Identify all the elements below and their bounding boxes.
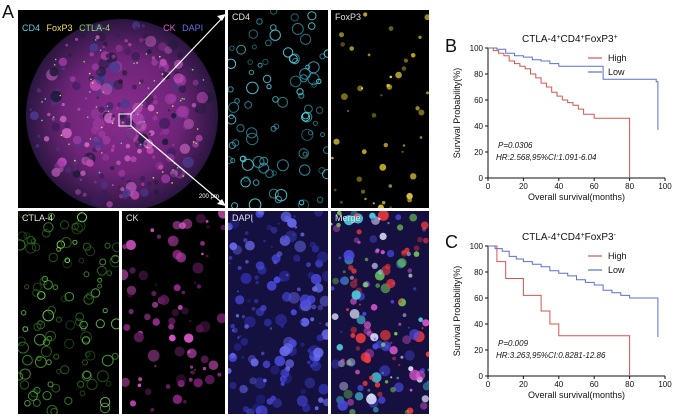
x-tick-label: 40 xyxy=(554,182,563,191)
x-tick-label: 0 xyxy=(486,380,491,389)
scale-bar-label: 200 μm xyxy=(198,194,219,200)
x-tick-label: 20 xyxy=(519,182,528,191)
x-tick-label: 100 xyxy=(658,182,672,191)
y-tick-label: 40 xyxy=(474,122,483,131)
stain-foxp3: FoxP3 xyxy=(46,23,73,33)
y-tick-label: 20 xyxy=(474,148,483,157)
tile-label-dapi: DAPI xyxy=(232,213,254,223)
hazard-ratio: HR:2.568,95%CI:1.091-6.04 xyxy=(496,153,597,162)
x-tick-label: 60 xyxy=(590,182,599,191)
panel-letter-b: B xyxy=(445,36,458,56)
panel-letter-a: A xyxy=(2,2,15,22)
y-tick-label: 80 xyxy=(474,70,483,79)
x-tick-label: 60 xyxy=(590,380,599,389)
stain-dapi: DAPI xyxy=(182,23,204,33)
chart-title: CTLA-4+CD4+FoxP3- xyxy=(522,232,617,244)
tile-ck: CK xyxy=(122,211,225,414)
panel-letter-c: C xyxy=(445,232,458,252)
survival-chart-b: CTLA-4+CD4+FoxP3+ 0 20 40 60 80 100 0 20 40 60 80 10… xyxy=(450,30,672,208)
stain-legend: CD4 FoxP3 CTLA-4 CK DAPI xyxy=(22,23,207,33)
tile-label-cd4: CD4 xyxy=(232,12,251,22)
tile-dapi: DAPI xyxy=(228,211,328,414)
legend-label-high: High xyxy=(608,251,627,261)
legend-label-low: Low xyxy=(608,265,625,275)
legend-label-high: High xyxy=(608,53,627,63)
x-tick-label: 0 xyxy=(486,182,491,191)
y-tick-label: 80 xyxy=(474,268,483,277)
series-line-high xyxy=(488,47,631,178)
overview-image: CD4 FoxP3 CTLA-4 CK DAPI 200 μm xyxy=(18,10,225,208)
stain-cd4: CD4 xyxy=(22,23,41,33)
x-tick-label: 40 xyxy=(554,380,563,389)
series-line-low xyxy=(488,47,659,130)
stain-ck: CK xyxy=(163,23,176,33)
zoom-box xyxy=(118,113,132,127)
x-tick-label: 80 xyxy=(625,380,634,389)
y-tick-label: 100 xyxy=(470,44,484,53)
x-tick-label: 100 xyxy=(658,380,672,389)
x-axis-label: Overall survival(months) xyxy=(528,192,625,202)
y-axis-label: Survival Probability(%) xyxy=(452,68,462,159)
series-line-high xyxy=(488,245,631,376)
tile-merge: Merge xyxy=(331,211,429,414)
tissue-core-svg xyxy=(26,19,218,208)
tile-foxp3: FoxP3 xyxy=(331,10,429,208)
x-tick-label: 80 xyxy=(625,182,634,191)
tile-cd4: CD4 xyxy=(228,10,328,208)
survival-chart-c: CTLA-4+CD4+FoxP3- 0 20 40 60 80 100 0 20 40 60 80 10… xyxy=(450,228,672,406)
p-value: P=0.0306 xyxy=(498,141,533,150)
x-tick-label: 20 xyxy=(519,380,528,389)
series-line-low xyxy=(488,245,659,337)
y-tick-label: 60 xyxy=(474,294,483,303)
y-tick-label: 40 xyxy=(474,320,483,329)
y-tick-label: 0 xyxy=(479,372,484,381)
hazard-ratio: HR:3.263,95%CI:0.8281-12.86 xyxy=(496,351,606,360)
y-tick-label: 60 xyxy=(474,96,483,105)
x-axis-label: Overall survival(months) xyxy=(528,390,625,400)
tile-label-ctla4: CTLA-4 xyxy=(22,213,54,223)
y-tick-label: 20 xyxy=(474,346,483,355)
stain-ctla4: CTLA-4 xyxy=(79,23,111,33)
y-tick-label: 0 xyxy=(479,174,484,183)
y-axis-label: Survival Probability(%) xyxy=(452,266,462,357)
legend-label-low: Low xyxy=(608,67,625,77)
p-value: P=0.009 xyxy=(498,339,529,348)
tile-label-merge: Merge xyxy=(335,213,361,223)
chart-title: CTLA-4+CD4+FoxP3+ xyxy=(522,34,618,46)
y-tick-label: 100 xyxy=(470,242,484,251)
tile-label-ck: CK xyxy=(126,213,139,223)
tile-label-foxp3: FoxP3 xyxy=(335,12,362,22)
tile-ctla4: CTLA-4 xyxy=(18,211,119,414)
